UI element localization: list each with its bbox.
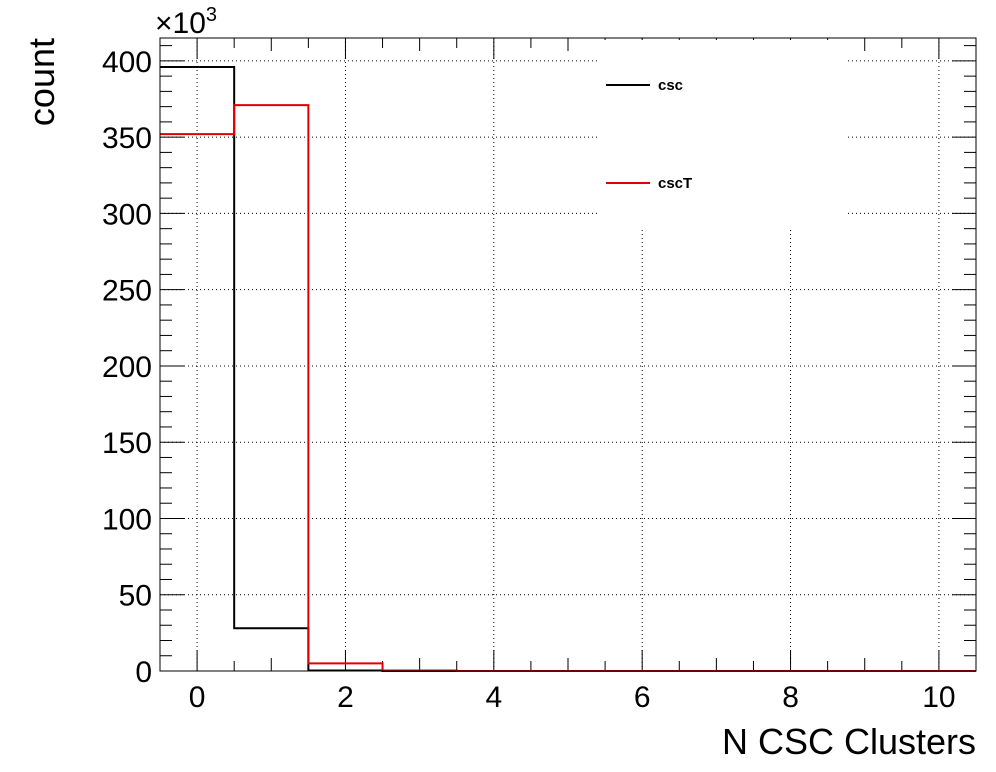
- series-group: [160, 65, 976, 672]
- y-multiplier-exponent: 3: [206, 4, 217, 26]
- y-tick-label: 300: [102, 198, 152, 231]
- y-tick-label: 150: [102, 427, 152, 460]
- grid-lines: [160, 38, 976, 672]
- y-tick-label: 350: [102, 122, 152, 155]
- series-csc: [160, 65, 976, 672]
- x-tick-label: 4: [485, 681, 502, 714]
- plot-frame: [159, 37, 977, 672]
- y-tick-label: 200: [102, 351, 152, 384]
- legend-box: [597, 40, 845, 230]
- y-tick-label: 0: [135, 656, 152, 689]
- y-tick-label: 400: [102, 46, 152, 79]
- x-tick-label: 6: [634, 681, 651, 714]
- y-tick-label: 250: [102, 275, 152, 308]
- x-tick-label: 0: [189, 681, 206, 714]
- x-axis-label: N CSC Clusters: [722, 721, 976, 762]
- y-tick-label: 100: [102, 503, 152, 536]
- y-tick-label: 50: [119, 580, 152, 613]
- x-tick-label: 8: [782, 681, 799, 714]
- legend: csc cscT: [597, 40, 845, 230]
- x-tick-label: 2: [337, 681, 354, 714]
- legend-label-cscT: cscT: [658, 175, 692, 192]
- axis-ticks: [159, 38, 977, 672]
- y-multiplier: ×103: [155, 4, 217, 40]
- series-cscT: [160, 104, 976, 672]
- y-axis-label: count: [21, 38, 62, 126]
- legend-label-csc: csc: [658, 77, 683, 94]
- x-tick-label: 10: [922, 681, 955, 714]
